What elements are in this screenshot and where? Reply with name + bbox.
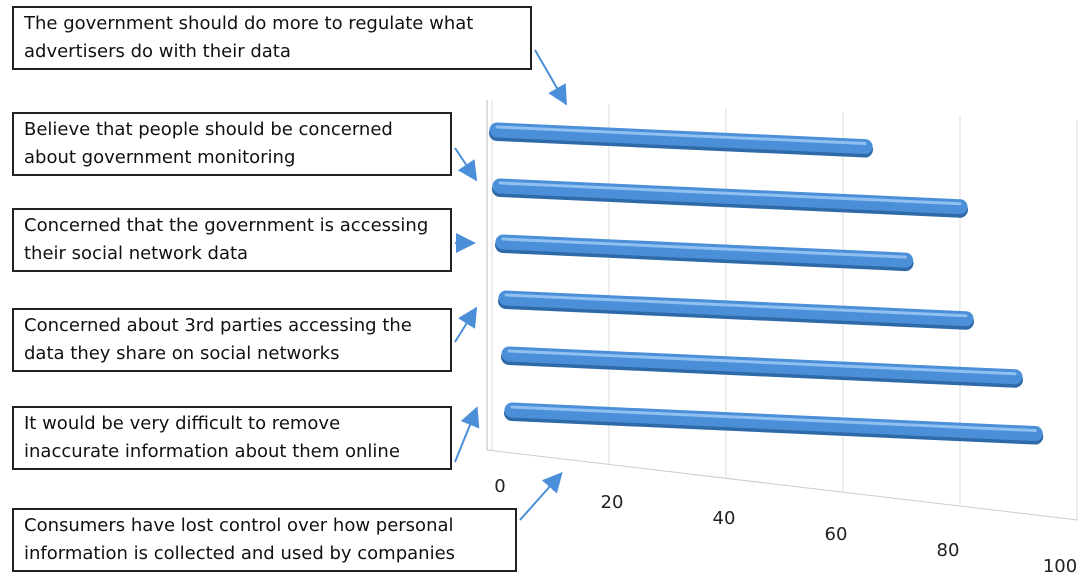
bar-highlight (504, 293, 968, 318)
callout: Concerned about 3rd parties accessing th… (12, 308, 452, 372)
callout-arrows (454, 49, 567, 521)
x-tick-label: 60 (825, 524, 848, 545)
callout: Concerned that the government is accessi… (12, 208, 452, 272)
bar-highlight (510, 405, 1037, 433)
bar-highlight (507, 349, 1017, 376)
floor-line (486, 449, 1079, 521)
bar (495, 234, 913, 268)
bar (489, 122, 873, 155)
callout: Believe that people should be concerned … (12, 112, 452, 176)
callout: Consumers have lost control over how per… (12, 508, 517, 572)
bar (504, 402, 1043, 442)
bar (498, 290, 974, 327)
x-tick-label: 100 (1043, 556, 1077, 577)
bar-highlight (498, 181, 962, 206)
bar-highlight (501, 237, 907, 259)
x-tick-label: 0 (494, 476, 505, 497)
bar (501, 346, 1023, 385)
bar-highlight (495, 125, 867, 146)
callout: The government should do more to regulat… (12, 6, 532, 70)
x-tick-label: 40 (713, 508, 736, 529)
callout: It would be very difficult to remove ina… (12, 406, 452, 470)
x-tick-label: 80 (937, 540, 960, 561)
x-tick-label: 20 (601, 492, 624, 513)
bar (492, 178, 968, 215)
